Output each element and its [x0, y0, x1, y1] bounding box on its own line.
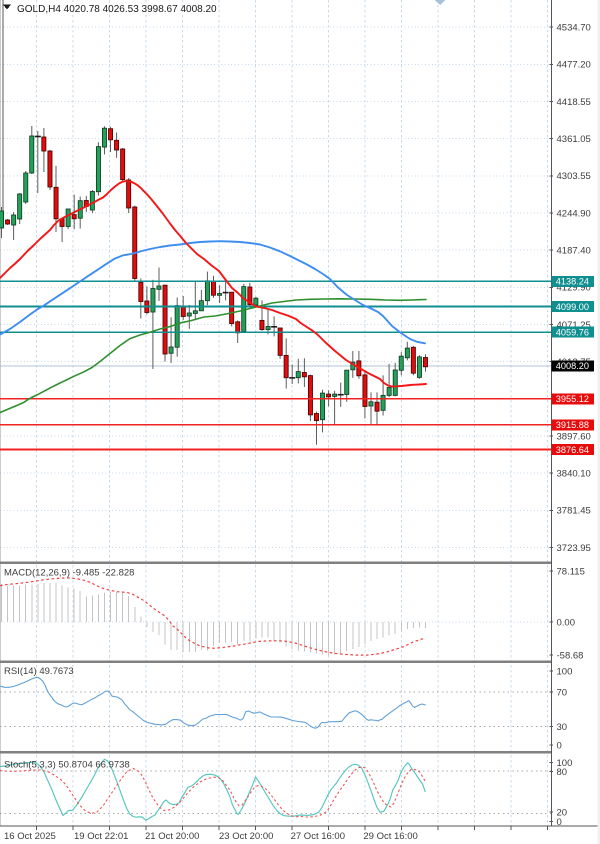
svg-text:0.00: 0.00	[557, 617, 576, 628]
svg-text:3781.45: 3781.45	[557, 506, 591, 517]
svg-text:70: 70	[557, 687, 568, 698]
svg-text:RSI(14) 49.7673: RSI(14) 49.7673	[4, 666, 74, 677]
svg-text:20: 20	[557, 807, 568, 818]
svg-text:4008.20: 4008.20	[556, 361, 589, 371]
svg-text:4129.90: 4129.90	[557, 283, 591, 294]
svg-text:0: 0	[557, 817, 562, 828]
svg-text:3915.88: 3915.88	[556, 420, 589, 430]
svg-text:100: 100	[557, 758, 573, 769]
svg-text:16 Oct 2025: 16 Oct 2025	[4, 831, 56, 842]
svg-text:0: 0	[557, 740, 562, 751]
svg-text:4477.20: 4477.20	[557, 60, 591, 71]
svg-text:80: 80	[557, 767, 568, 778]
svg-text:4418.55: 4418.55	[557, 97, 591, 108]
svg-text:4244.90: 4244.90	[557, 208, 591, 219]
svg-text:4187.40: 4187.40	[557, 246, 591, 257]
svg-text:3897.60: 3897.60	[557, 431, 591, 442]
svg-text:21 Oct 20:00: 21 Oct 20:00	[145, 831, 199, 842]
svg-text:29 Oct 16:00: 29 Oct 16:00	[363, 831, 417, 842]
svg-text:100: 100	[557, 666, 573, 677]
svg-text:4303.55: 4303.55	[557, 171, 591, 182]
svg-text:3876.64: 3876.64	[556, 445, 589, 455]
svg-text:27 Oct 16:00: 27 Oct 16:00	[291, 831, 345, 842]
svg-text:4361.05: 4361.05	[557, 134, 591, 145]
svg-text:-58.68: -58.68	[557, 650, 584, 661]
svg-text:19 Oct 22:01: 19 Oct 22:01	[74, 831, 128, 842]
svg-text:4059.76: 4059.76	[556, 328, 589, 338]
svg-text:4138.24: 4138.24	[556, 277, 589, 287]
svg-text:4099.00: 4099.00	[556, 302, 589, 312]
svg-text:3840.10: 3840.10	[557, 469, 591, 480]
svg-text:4534.70: 4534.70	[557, 23, 591, 34]
svg-text:23 Oct 20:00: 23 Oct 20:00	[219, 831, 273, 842]
svg-text:30: 30	[557, 722, 568, 733]
svg-text:4071.25: 4071.25	[557, 320, 591, 331]
svg-text:3955.12: 3955.12	[556, 394, 589, 404]
svg-text:78.115: 78.115	[557, 566, 585, 577]
svg-text:MACD(12,26,9) -9.485 -22.828: MACD(12,26,9) -9.485 -22.828	[4, 568, 134, 579]
svg-text:Stoch(5,3,3) 50.8704 66.9738: Stoch(5,3,3) 50.8704 66.9738	[4, 760, 130, 771]
svg-text:GOLD,H4 4020.78 4026.53 3998.: GOLD,H4 4020.78 4026.53 3998.67 4008.20	[17, 4, 217, 15]
svg-text:3723.95: 3723.95	[557, 543, 591, 554]
